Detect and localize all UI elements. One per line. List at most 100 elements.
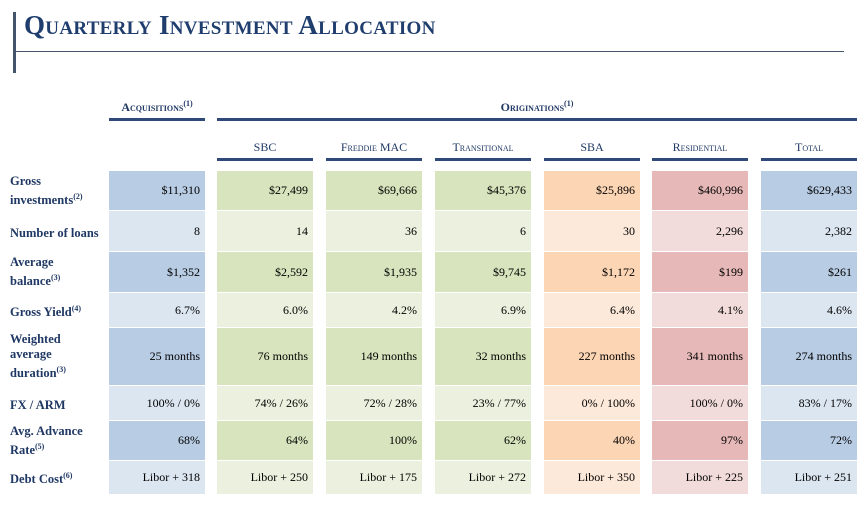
table-cell: $9,745 bbox=[435, 252, 531, 293]
table-cell: 4.2% bbox=[326, 293, 422, 328]
footnote: (5) bbox=[35, 441, 45, 451]
table-cell: 274 months bbox=[761, 328, 857, 386]
footnote: (6) bbox=[63, 471, 73, 481]
table-cell: 14 bbox=[217, 211, 313, 252]
column-underline bbox=[652, 158, 748, 161]
page-title: Quarterly Investment Allocation bbox=[24, 10, 436, 40]
row-label-text: Gross Yield bbox=[10, 305, 72, 320]
table-cell: 64% bbox=[217, 421, 313, 461]
table-cell: 6.4% bbox=[544, 293, 640, 328]
table-cell: 6.0% bbox=[217, 293, 313, 328]
table-cell: Libor + 318 bbox=[109, 461, 205, 495]
row-label-text: Weighted average duration bbox=[10, 332, 61, 381]
group-acquisitions: Acquisitions(1) bbox=[109, 99, 205, 115]
column-header: Total bbox=[794, 140, 824, 154]
row-label-text: Gross investments bbox=[10, 173, 74, 208]
table-cell: 25 months bbox=[109, 328, 205, 386]
table-cell: $1,352 bbox=[109, 252, 205, 293]
table-cell: 23% / 77% bbox=[435, 386, 531, 421]
group-originations-label: Originations bbox=[500, 100, 565, 114]
group-underline bbox=[217, 118, 857, 121]
table-cell: 30 bbox=[544, 211, 640, 252]
table-cell: $1,935 bbox=[326, 252, 422, 293]
table-cell: Libor + 250 bbox=[217, 461, 313, 495]
group-underline bbox=[109, 118, 205, 121]
table-cell: 36 bbox=[326, 211, 422, 252]
table-cell: $629,433 bbox=[761, 171, 857, 211]
row-label-text: Avg. Advance Rate bbox=[10, 423, 83, 458]
column-underline bbox=[435, 158, 531, 161]
row-label-text: Number of loans bbox=[10, 226, 99, 241]
table-cell: $11,310 bbox=[109, 171, 205, 211]
footnote: (3) bbox=[50, 273, 61, 283]
column-header: SBA bbox=[580, 140, 604, 154]
column-header: Residential bbox=[672, 140, 728, 154]
row-label: Avg. Advance Rate(5) bbox=[10, 421, 105, 461]
table-cell: $45,376 bbox=[435, 171, 531, 211]
table-cell: 2,296 bbox=[652, 211, 748, 252]
table-cell: 227 months bbox=[544, 328, 640, 386]
table-cell: 72% / 28% bbox=[326, 386, 422, 421]
row-label: Weighted average duration(3) bbox=[10, 328, 105, 386]
table-cell: Libor + 350 bbox=[544, 461, 640, 495]
row-label-text: Average balance bbox=[10, 255, 54, 289]
table-cell: 2,382 bbox=[761, 211, 857, 252]
table-cell: 62% bbox=[435, 421, 531, 461]
row-label: Gross Yield(4) bbox=[10, 293, 105, 328]
table-cell: 6.7% bbox=[109, 293, 205, 328]
column-underline bbox=[326, 158, 422, 161]
column-underline bbox=[761, 158, 857, 161]
group-acquisitions-label: Acquisitions bbox=[121, 100, 184, 114]
footnote: (2) bbox=[73, 191, 83, 201]
footnote: (4) bbox=[71, 303, 82, 313]
table-cell: Libor + 175 bbox=[326, 461, 422, 495]
column-underline bbox=[217, 158, 313, 161]
footnote: (3) bbox=[56, 365, 66, 375]
table-cell: 0% / 100% bbox=[544, 386, 640, 421]
column-header: Freddie MAC bbox=[340, 140, 408, 154]
table-cell: $25,896 bbox=[544, 171, 640, 211]
column-header: SBC bbox=[253, 140, 277, 154]
table-cell: $199 bbox=[652, 252, 748, 293]
table-cell: 76 months bbox=[217, 328, 313, 386]
row-label: Gross investments(2) bbox=[10, 171, 105, 211]
table-cell: 341 months bbox=[652, 328, 748, 386]
table-cell: 149 months bbox=[326, 328, 422, 386]
table-cell: 97% bbox=[652, 421, 748, 461]
table-cell: 6 bbox=[435, 211, 531, 252]
table-cell: 100% / 0% bbox=[652, 386, 748, 421]
table-cell: 68% bbox=[109, 421, 205, 461]
table-cell: Libor + 251 bbox=[761, 461, 857, 495]
table-cell: $261 bbox=[761, 252, 857, 293]
row-label: Number of loans bbox=[10, 211, 105, 252]
group-originations: Originations(1) bbox=[217, 99, 857, 115]
table-cell: 74% / 26% bbox=[217, 386, 313, 421]
table-cell: 100% / 0% bbox=[109, 386, 205, 421]
column-header: Transitional bbox=[452, 140, 514, 154]
table-cell: 4.1% bbox=[652, 293, 748, 328]
table-cell: 100% bbox=[326, 421, 422, 461]
footnote: (1) bbox=[564, 99, 574, 108]
title-accent-bar bbox=[13, 12, 16, 73]
table-cell: 83% / 17% bbox=[761, 386, 857, 421]
table-cell: $460,996 bbox=[652, 171, 748, 211]
table-cell: $27,499 bbox=[217, 171, 313, 211]
row-label-text: FX / ARM bbox=[10, 398, 66, 413]
footnote: (1) bbox=[183, 99, 193, 108]
row-label: FX / ARM bbox=[10, 386, 105, 421]
row-label: Average balance(3) bbox=[10, 252, 105, 293]
table-cell: 40% bbox=[544, 421, 640, 461]
table-cell: 6.9% bbox=[435, 293, 531, 328]
table-cell: 32 months bbox=[435, 328, 531, 386]
table-cell: $1,172 bbox=[544, 252, 640, 293]
column-underline bbox=[544, 158, 640, 161]
table-cell: $69,666 bbox=[326, 171, 422, 211]
table-cell: $2,592 bbox=[217, 252, 313, 293]
table-cell: 4.6% bbox=[761, 293, 857, 328]
table-cell: Libor + 225 bbox=[652, 461, 748, 495]
row-label-text: Debt Cost bbox=[10, 472, 64, 487]
row-label: Debt Cost(6) bbox=[10, 461, 105, 495]
table-cell: Libor + 272 bbox=[435, 461, 531, 495]
table-cell: 72% bbox=[761, 421, 857, 461]
title-divider bbox=[16, 51, 844, 52]
